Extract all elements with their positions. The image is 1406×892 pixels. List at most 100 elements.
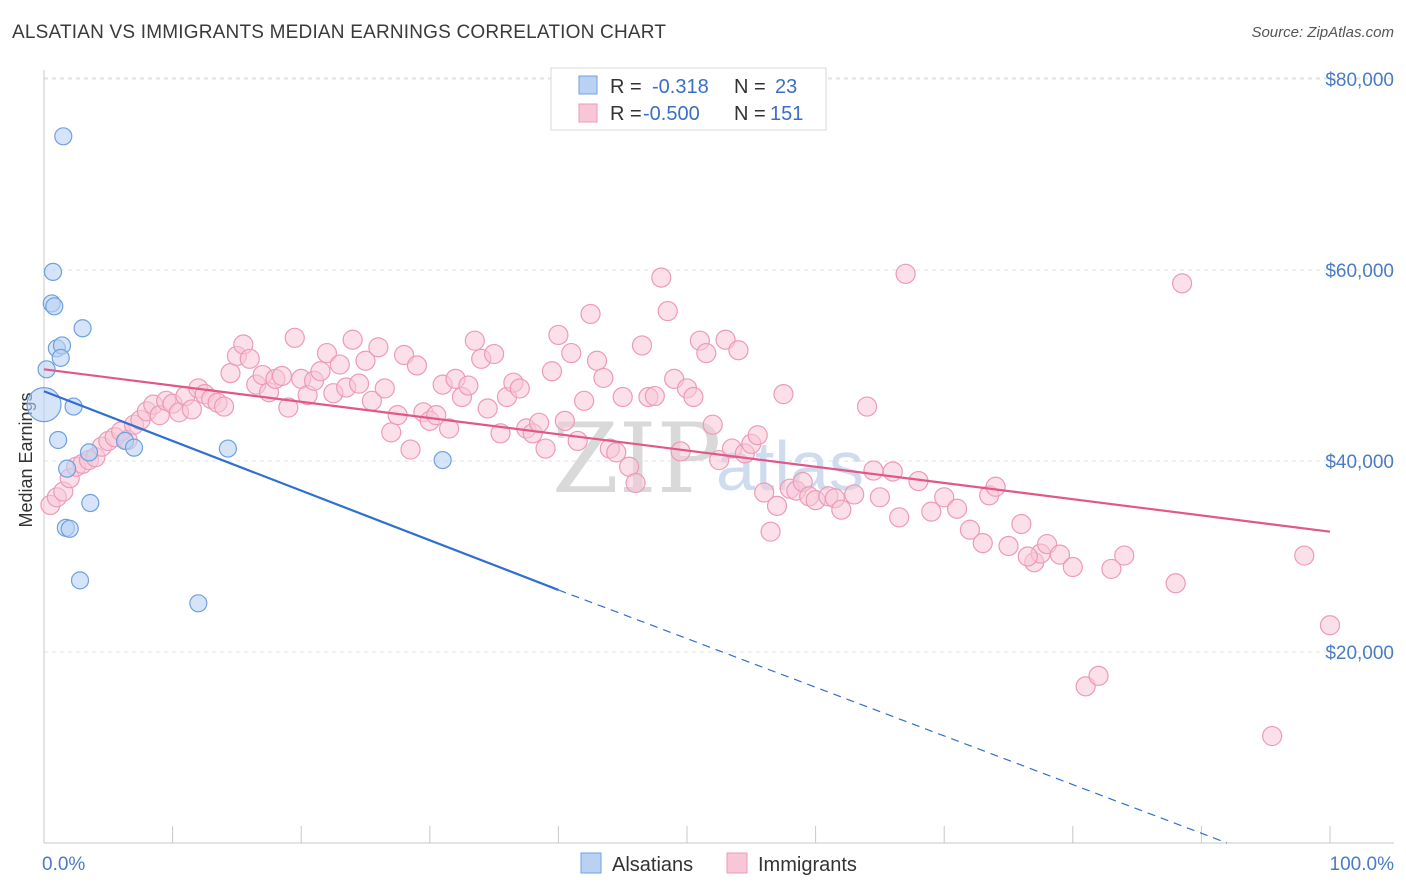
immigrants-point-47: [342, 329, 363, 350]
alsatians-point-18: [81, 493, 100, 513]
immigrants-point-31: [239, 348, 260, 369]
immigrants-point-78: [541, 361, 563, 382]
immigrants-point-95: [651, 267, 672, 288]
chart-title: ALSATIAN VS IMMIGRANTS MEDIAN EARNINGS C…: [12, 22, 667, 43]
immigrants-point-84: [580, 303, 601, 325]
immigrants-point-153: [1294, 545, 1315, 566]
immigrants-point-56: [400, 439, 421, 460]
legend-n-label-2: N =: [734, 103, 766, 125]
immigrants-point-122: [831, 499, 852, 520]
alsatians-point-3: [45, 297, 64, 316]
immigrants-point-36: [271, 365, 293, 387]
x-tick-label-left: 0.0%: [42, 854, 85, 875]
immigrants-point-128: [889, 507, 910, 528]
alsatians-point-22: [189, 594, 208, 613]
immigrants-point-123: [844, 484, 865, 505]
immigrants-point-52: [374, 378, 395, 399]
immigrants-point-73: [509, 378, 530, 399]
immigrants-point-86: [593, 367, 614, 389]
immigrants-point-53: [381, 422, 402, 443]
chart-source: Source: ZipAtlas.com: [1251, 24, 1394, 41]
alsatians-point-15: [124, 438, 144, 457]
immigrants-point-43: [316, 342, 338, 364]
immigrants-point-139: [1011, 513, 1032, 535]
immigrants-point-48: [348, 373, 370, 394]
alsatians-points: [26, 127, 452, 613]
legend-n-value-1: 23: [775, 76, 797, 98]
immigrants-point-137: [985, 476, 1006, 497]
immigrants-point-150: [1172, 273, 1193, 294]
immigrants-point-85: [586, 350, 608, 371]
immigrants-point-152: [1319, 615, 1341, 636]
immigrants-point-38: [284, 327, 305, 348]
legend-r-label-1: R =: [610, 76, 642, 98]
y-tick-labels: $20,000 $40,000 $60,000 $80,000: [1325, 70, 1394, 664]
immigrants-point-92: [631, 335, 653, 356]
immigrants-point-49: [355, 350, 376, 371]
immigrants-point-91: [625, 472, 646, 494]
immigrants-point-114: [773, 384, 794, 405]
immigrants-point-76: [529, 412, 550, 433]
immigrants-point-65: [458, 375, 479, 396]
alsatians-point-17: [433, 450, 452, 470]
alsatians-point-4: [73, 319, 92, 338]
alsatians-point-21: [70, 571, 90, 590]
alsatians-point-10: [26, 387, 62, 423]
immigrants-point-88: [606, 442, 627, 463]
immigrants-point-57: [406, 355, 428, 376]
immigrants-point-28: [220, 363, 241, 384]
immigrants-point-131: [921, 501, 942, 522]
immigrants-point-80: [554, 410, 575, 431]
immigrants-points: [40, 263, 1341, 747]
immigrants-point-83: [574, 390, 595, 411]
alsatians-point-13: [58, 459, 77, 478]
legend-swatch-alsatians: [578, 75, 598, 95]
alsatians-point-16: [218, 439, 237, 458]
immigrants-point-138: [998, 535, 1019, 557]
immigrants-point-133: [946, 498, 968, 519]
alsatians-point-20: [60, 519, 79, 538]
immigrants-point-146: [1088, 665, 1109, 686]
immigrants-point-96: [657, 300, 678, 322]
immigrants-point-45: [329, 354, 350, 375]
alsatians-trend-line: [43, 390, 559, 591]
watermark-zip: ZIP: [552, 403, 721, 515]
immigrants-point-22: [181, 399, 202, 420]
alsatians-point-7: [51, 348, 70, 367]
immigrants-point-111: [754, 482, 775, 503]
y-tick-label-1: $40,000: [1325, 452, 1394, 473]
immigrants-point-107: [728, 340, 749, 361]
immigrants-point-27: [213, 396, 235, 417]
immigrants-point-135: [972, 533, 993, 554]
immigrants-point-148: [1114, 545, 1135, 566]
immigrants-point-94: [644, 385, 665, 407]
immigrants-point-42: [310, 361, 331, 382]
immigrants-point-82: [567, 430, 588, 452]
immigrants-point-144: [1062, 556, 1083, 578]
legend-swatch-immigrants: [578, 103, 598, 123]
legend-r-value-1: -0.318: [652, 76, 709, 98]
immigrants-point-79: [548, 324, 569, 346]
legend-r-label-2: R =: [610, 103, 642, 125]
series-legend-label-alsatians: Alsatians: [612, 854, 693, 876]
immigrants-point-134: [959, 519, 981, 540]
x-tick-label-right: 100.0%: [1330, 854, 1395, 875]
immigrants-point-68: [477, 398, 498, 419]
series-legend-label-immigrants: Immigrants: [758, 854, 857, 876]
immigrants-point-77: [535, 438, 556, 459]
immigrants-point-132: [934, 487, 955, 508]
immigrants-point-147: [1101, 558, 1122, 580]
immigrants-point-154: [1017, 546, 1038, 567]
alsatians-point-11: [49, 430, 68, 450]
alsatians-point-12: [79, 443, 99, 462]
y-tick-label-0: $20,000: [1325, 643, 1394, 664]
series-legend-swatch-immigrants: [726, 852, 748, 874]
immigrants-point-102: [696, 342, 717, 364]
immigrants-point-149: [1165, 573, 1186, 594]
legend-n-label-1: N =: [734, 76, 766, 98]
y-axis-label: Median Earnings: [16, 392, 36, 527]
immigrants-point-103: [702, 414, 723, 435]
immigrants-point-151: [1262, 725, 1283, 747]
immigrants-point-143: [1049, 544, 1071, 565]
